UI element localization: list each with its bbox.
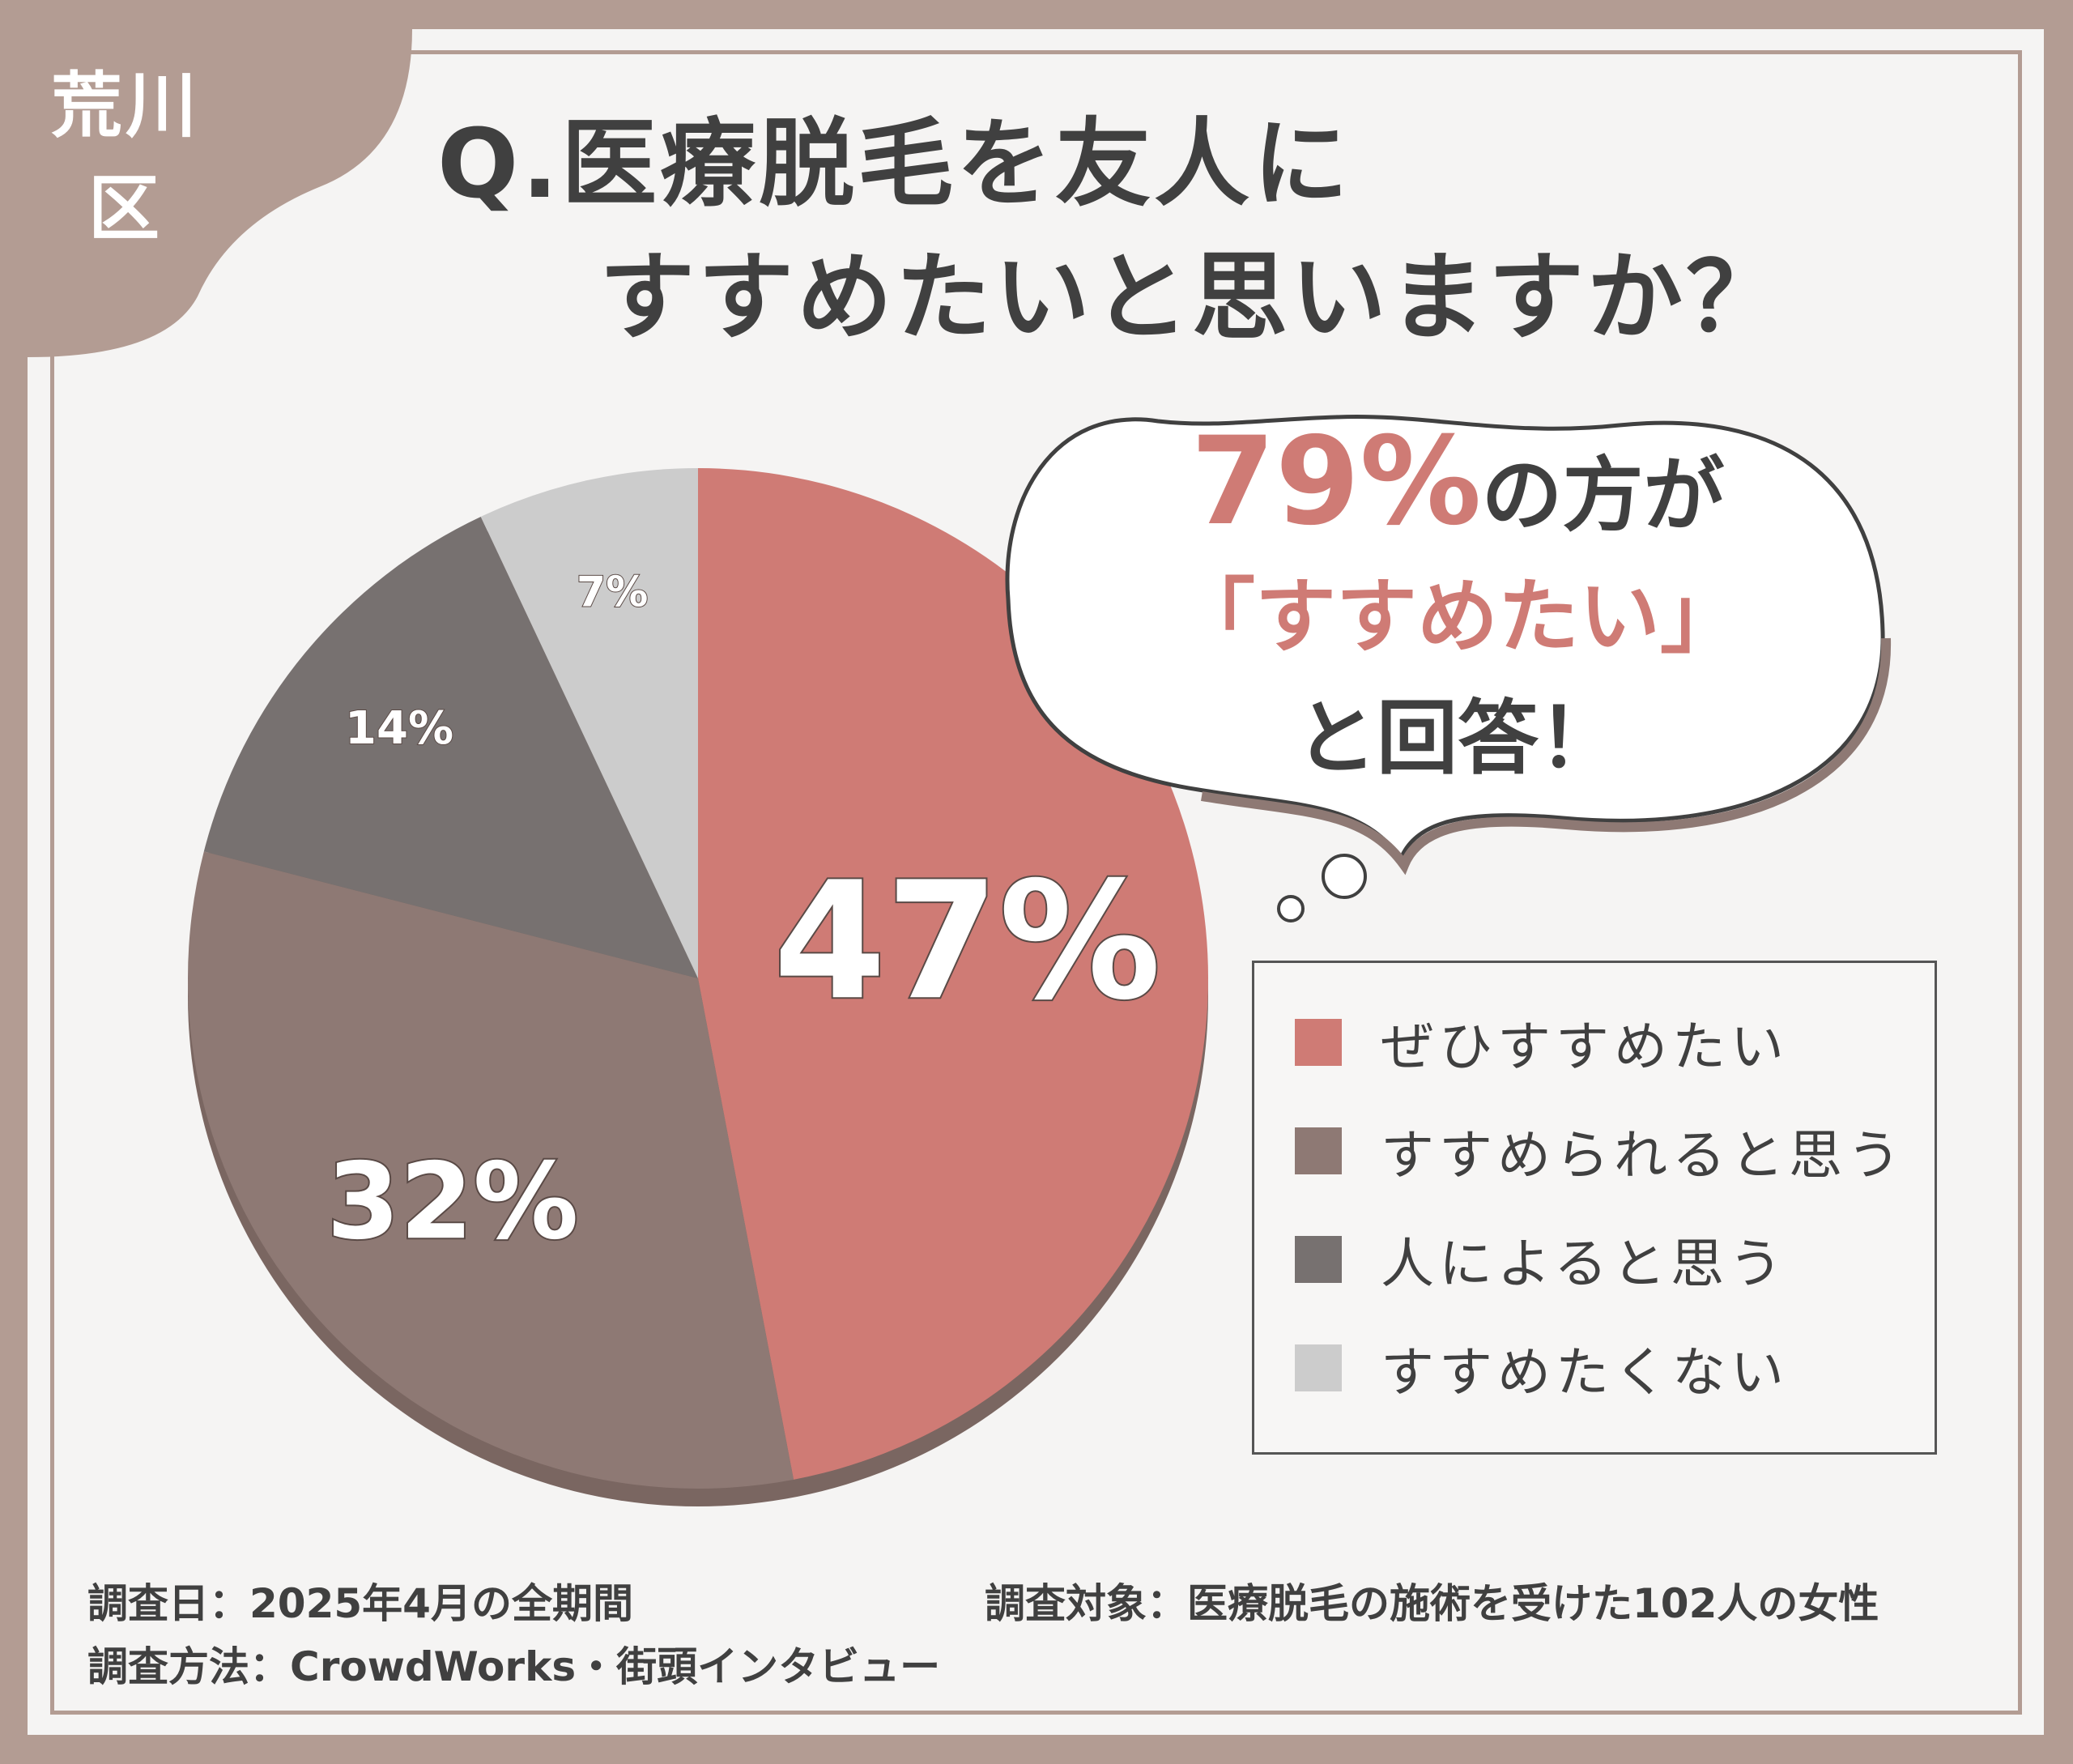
survey-target: 調査対象：医療脱毛の施術を受けた102人の女性 <box>985 1580 1879 1627</box>
title-line-1: Q.医療脱毛を友人に <box>437 108 1352 219</box>
legend-swatch <box>1295 1127 1342 1174</box>
callout-line-1: の方が <box>1481 448 1725 543</box>
page-title: Q.医療脱毛を友人に すすめたいと思いますか？ <box>437 97 1785 364</box>
legend-item: 人によると思う <box>1295 1227 1787 1295</box>
pie-value-label: 7% <box>577 569 648 617</box>
survey-method: 調査方法：CrowdWorks・街頭インタビュー <box>87 1643 941 1690</box>
corner-decoration <box>28 29 412 357</box>
callout-text: 79%の方が 「すすめたい」 と回答！ <box>996 421 1919 799</box>
legend-label: すすめたくない <box>1381 1341 1789 1404</box>
legend-item: ぜひすすめたい <box>1295 1010 1789 1078</box>
pie-slice <box>480 468 698 978</box>
legend-label: ぜひすすめたい <box>1381 1016 1789 1078</box>
survey-date: 調査日：2025年4月の全期間 <box>87 1580 633 1627</box>
legend-swatch <box>1295 1019 1342 1066</box>
legend-item: すすめたくない <box>1295 1336 1789 1404</box>
pie-slice <box>187 851 794 1489</box>
callout-line-3: と回答！ <box>1296 691 1620 786</box>
pie-value-label: 47% <box>773 847 1161 1036</box>
legend-swatch <box>1295 1236 1342 1283</box>
legend-item: すすめられると思う <box>1295 1118 1905 1187</box>
callout-percent: 79% <box>1190 411 1482 552</box>
area-badge: 荒川区 <box>50 64 200 250</box>
legend-label: すすめられると思う <box>1381 1124 1905 1187</box>
pie-value-label: 14% <box>345 702 453 755</box>
chart-legend: ぜひすすめたい すすめられると思う 人によると思う すすめたくない <box>1252 961 1937 1455</box>
thought-bubble-small <box>1277 895 1305 922</box>
pie-slice <box>203 516 698 978</box>
legend-label: 人によると思う <box>1381 1233 1788 1295</box>
speech-bubble-shape <box>1005 414 1885 863</box>
thought-bubble-large <box>1322 854 1367 899</box>
callout-line-2: 「すすめたい」 <box>1174 569 1741 664</box>
legend-swatch <box>1295 1344 1342 1391</box>
pie-value-label: 32% <box>326 1140 578 1263</box>
title-line-2: すすめたいと思いますか？ <box>599 241 1786 353</box>
